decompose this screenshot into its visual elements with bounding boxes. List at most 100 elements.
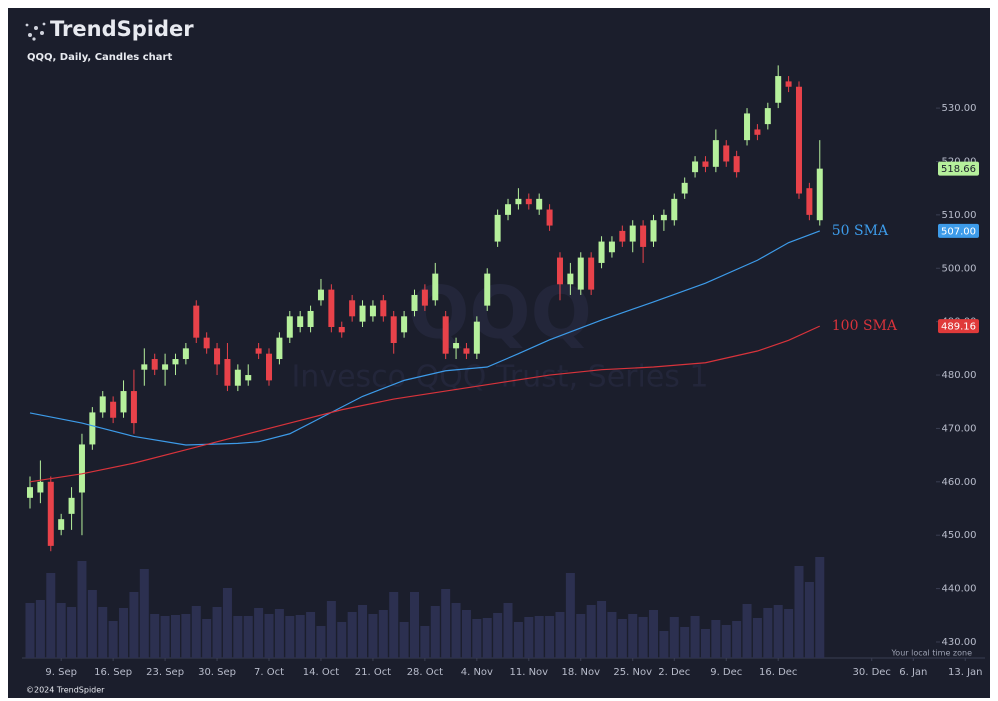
candle-body [442,316,449,354]
volume-bar [222,588,232,658]
candle-body [266,353,273,381]
y-tick-label: 470.00 [942,423,977,434]
y-tick-label: 450.00 [942,530,977,541]
volume-bar [181,614,191,658]
candle-body [806,188,813,215]
x-tick-label: 11. Nov [509,667,548,678]
candle-body [162,364,169,370]
volume-bar [87,590,97,658]
volume-bar [669,617,679,658]
candle-body [172,359,179,365]
candle-body [390,316,397,344]
volume-bar [545,616,555,658]
volume-bar [170,615,180,658]
volume-bar [732,621,742,658]
volume-bar [119,608,129,658]
x-tick-label: 25. Nov [613,667,652,678]
candle-body [99,396,106,413]
candle-body [255,348,262,354]
volume-bar [565,573,575,658]
candle-body [484,273,491,306]
volume-bar [649,610,659,658]
candle-body [640,225,647,247]
candle-body [515,198,522,205]
candle-body [556,257,563,285]
volume-bar [680,627,690,658]
volume-bar [815,557,825,658]
candle-body [68,497,75,514]
volume-bar [804,582,814,658]
candle-body [764,108,771,125]
volume-bar [721,625,731,658]
candle-body [744,113,751,141]
candle-body [359,305,366,322]
candle-body [546,209,553,226]
volume-bar [274,609,284,658]
timezone: Your local time zone [890,649,972,658]
x-tick-label: 30. Sep [198,667,236,678]
volume-bar [191,606,201,658]
volume-bar [139,569,149,658]
x-tick-label: 9. Sep [45,667,77,678]
volume-bar [451,603,461,658]
copyright: ©2024 TrendSpider [26,686,105,695]
candle-body [650,220,657,242]
candle-body [380,300,387,317]
volume-bar [576,614,586,658]
volume-bar [700,629,710,658]
candle-body [525,198,532,205]
candle-body [89,412,96,445]
volume-bar [690,616,700,658]
volume-bar [628,614,638,658]
candle-body [151,359,158,370]
sma-line [29,325,821,483]
candle-body [401,316,408,333]
logo [25,22,46,41]
candle-body [453,343,460,349]
price-tag-label: 518.66 [941,164,976,175]
volume-bar [430,606,440,658]
candle-body [245,375,252,381]
candle-body [795,86,802,194]
candle-body [130,391,137,424]
candle-body [660,214,667,221]
price-tag [938,223,979,238]
candle-body [702,161,709,167]
x-tick-label: 4. Nov [461,667,493,678]
x-tick-label: 14. Oct [303,667,339,678]
volume-bar [763,608,773,658]
candle-body [733,156,740,173]
sma-label: 50 SMA [832,223,889,239]
volume-bar [513,622,523,658]
candle-body [463,348,470,354]
volume-bar [472,619,482,658]
price-tag-label: 507.00 [941,226,976,237]
volume-bar [534,616,544,658]
volume-bar [77,561,87,658]
x-tick-label: 16. Sep [94,667,132,678]
candle-body [421,289,428,306]
x-tick-label: 21. Oct [355,667,391,678]
candle-body [588,257,595,290]
watermark: QQQ [408,271,592,355]
candle-body [536,198,543,210]
sma-label: 100 SMA [832,318,898,334]
volume-bar [493,613,503,658]
volume-bar [337,622,347,658]
candle-body [349,300,356,317]
panel [8,8,990,698]
volume-bar [555,612,565,658]
x-tick-label: 30. Dec [853,667,891,678]
x-tick-label: 13. Jan [948,667,983,678]
candle-body [338,326,345,333]
candle-body [58,519,65,530]
volume-bar [254,608,264,658]
candle-body [369,305,376,317]
x-tick-label: 6. Jan [899,667,927,678]
volume-bar [784,609,794,658]
volume-bar [617,619,627,658]
candle-body [307,310,314,327]
x-tick-label: 28. Oct [407,667,443,678]
volume-bar [306,612,316,658]
volume-bar [409,592,419,658]
